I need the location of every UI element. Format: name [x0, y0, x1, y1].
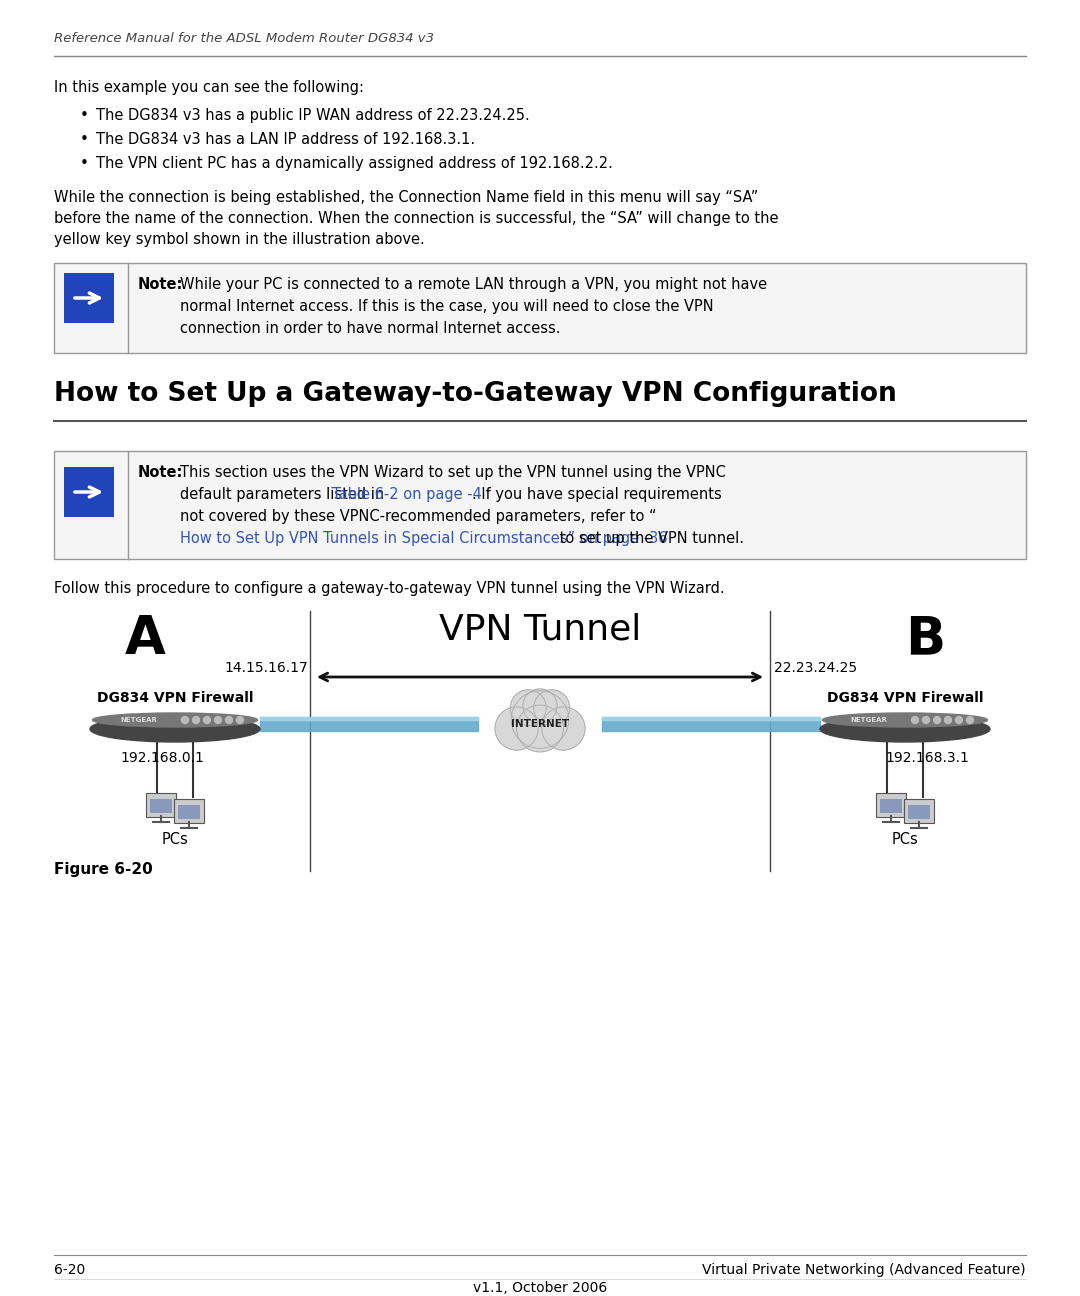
FancyBboxPatch shape — [178, 805, 200, 819]
Text: How to Set Up VPN Tunnels in Special Circumstances” on page -36: How to Set Up VPN Tunnels in Special Cir… — [180, 531, 667, 546]
Circle shape — [945, 717, 951, 723]
Text: connection in order to have normal Internet access.: connection in order to have normal Inter… — [180, 321, 561, 336]
Text: •: • — [80, 132, 89, 146]
FancyBboxPatch shape — [908, 805, 930, 819]
Text: DG834 VPN Firewall: DG834 VPN Firewall — [827, 691, 983, 705]
Text: not covered by these VPNC-recommended parameters, refer to “: not covered by these VPNC-recommended pa… — [180, 509, 657, 524]
Text: normal Internet access. If this is the case, you will need to close the VPN: normal Internet access. If this is the c… — [180, 299, 714, 314]
Text: VPN Tunnel: VPN Tunnel — [438, 613, 642, 647]
Circle shape — [226, 717, 232, 723]
Text: 192.168.3.1: 192.168.3.1 — [885, 750, 969, 765]
Ellipse shape — [820, 715, 990, 743]
Text: •: • — [80, 156, 89, 171]
Circle shape — [516, 705, 564, 752]
Circle shape — [203, 717, 211, 723]
Text: The DG834 v3 has a LAN IP address of 192.168.3.1.: The DG834 v3 has a LAN IP address of 192… — [96, 132, 475, 146]
Circle shape — [510, 689, 546, 726]
Text: default parameters listed in: default parameters listed in — [180, 487, 389, 502]
Text: PCs: PCs — [162, 832, 188, 848]
Circle shape — [523, 689, 557, 723]
Text: •: • — [80, 108, 89, 123]
Text: In this example you can see the following:: In this example you can see the followin… — [54, 80, 364, 95]
Text: . If you have special requirements: . If you have special requirements — [472, 487, 721, 502]
Circle shape — [215, 717, 221, 723]
Text: This section uses the VPN Wizard to set up the VPN tunnel using the VPNC: This section uses the VPN Wizard to set … — [180, 465, 726, 480]
Text: The VPN client PC has a dynamically assigned address of 192.168.2.2.: The VPN client PC has a dynamically assi… — [96, 156, 612, 171]
Circle shape — [237, 717, 243, 723]
Text: Reference Manual for the ADSL Modem Router DG834 v3: Reference Manual for the ADSL Modem Rout… — [54, 32, 434, 45]
Text: NETGEAR: NETGEAR — [120, 717, 157, 723]
FancyBboxPatch shape — [54, 263, 1026, 353]
Text: 6-20: 6-20 — [54, 1264, 85, 1277]
Text: B: B — [905, 613, 945, 665]
Text: Virtual Private Networking (Advanced Feature): Virtual Private Networking (Advanced Fea… — [702, 1264, 1026, 1277]
FancyBboxPatch shape — [54, 451, 1026, 559]
Circle shape — [542, 706, 585, 750]
Text: v1.1, October 2006: v1.1, October 2006 — [473, 1280, 607, 1295]
Ellipse shape — [93, 713, 257, 727]
Text: INTERNET: INTERNET — [511, 719, 569, 728]
Circle shape — [912, 717, 918, 723]
Circle shape — [495, 706, 538, 750]
Text: Figure 6-20: Figure 6-20 — [54, 862, 152, 877]
FancyBboxPatch shape — [146, 793, 176, 816]
Circle shape — [181, 717, 189, 723]
Ellipse shape — [823, 713, 987, 727]
Text: Note:: Note: — [138, 465, 184, 480]
FancyBboxPatch shape — [64, 467, 114, 517]
Text: Follow this procedure to configure a gateway-to-gateway VPN tunnel using the VPN: Follow this procedure to configure a gat… — [54, 581, 725, 596]
Text: Note:: Note: — [138, 277, 184, 292]
Circle shape — [511, 691, 569, 748]
Circle shape — [933, 717, 941, 723]
FancyBboxPatch shape — [880, 800, 902, 813]
Circle shape — [922, 717, 930, 723]
Text: PCs: PCs — [892, 832, 918, 848]
Circle shape — [967, 717, 973, 723]
Text: DG834 VPN Firewall: DG834 VPN Firewall — [97, 691, 253, 705]
FancyBboxPatch shape — [150, 800, 172, 813]
FancyBboxPatch shape — [904, 800, 934, 823]
Text: 14.15.16.17: 14.15.16.17 — [225, 661, 308, 675]
Text: 22.23.24.25: 22.23.24.25 — [774, 661, 858, 675]
Circle shape — [956, 717, 962, 723]
Text: While the connection is being established, the Connection Name field in this men: While the connection is being establishe… — [54, 191, 758, 205]
Text: to set up the VPN tunnel.: to set up the VPN tunnel. — [555, 531, 744, 546]
Text: A: A — [124, 613, 165, 665]
Text: before the name of the connection. When the connection is successful, the “SA” w: before the name of the connection. When … — [54, 211, 779, 226]
Text: yellow key symbol shown in the illustration above.: yellow key symbol shown in the illustrat… — [54, 232, 424, 248]
Text: The DG834 v3 has a public IP WAN address of 22.23.24.25.: The DG834 v3 has a public IP WAN address… — [96, 108, 530, 123]
Text: 192.168.0.1: 192.168.0.1 — [120, 750, 204, 765]
Text: While your PC is connected to a remote LAN through a VPN, you might not have: While your PC is connected to a remote L… — [180, 277, 767, 292]
Circle shape — [192, 717, 200, 723]
FancyBboxPatch shape — [64, 273, 114, 323]
Text: How to Set Up a Gateway-to-Gateway VPN Configuration: How to Set Up a Gateway-to-Gateway VPN C… — [54, 381, 896, 407]
Text: Table 6-2 on page -4: Table 6-2 on page -4 — [332, 487, 482, 502]
Circle shape — [534, 689, 570, 726]
Text: NETGEAR: NETGEAR — [850, 717, 887, 723]
FancyBboxPatch shape — [174, 800, 204, 823]
Ellipse shape — [90, 715, 260, 743]
FancyBboxPatch shape — [876, 793, 906, 816]
